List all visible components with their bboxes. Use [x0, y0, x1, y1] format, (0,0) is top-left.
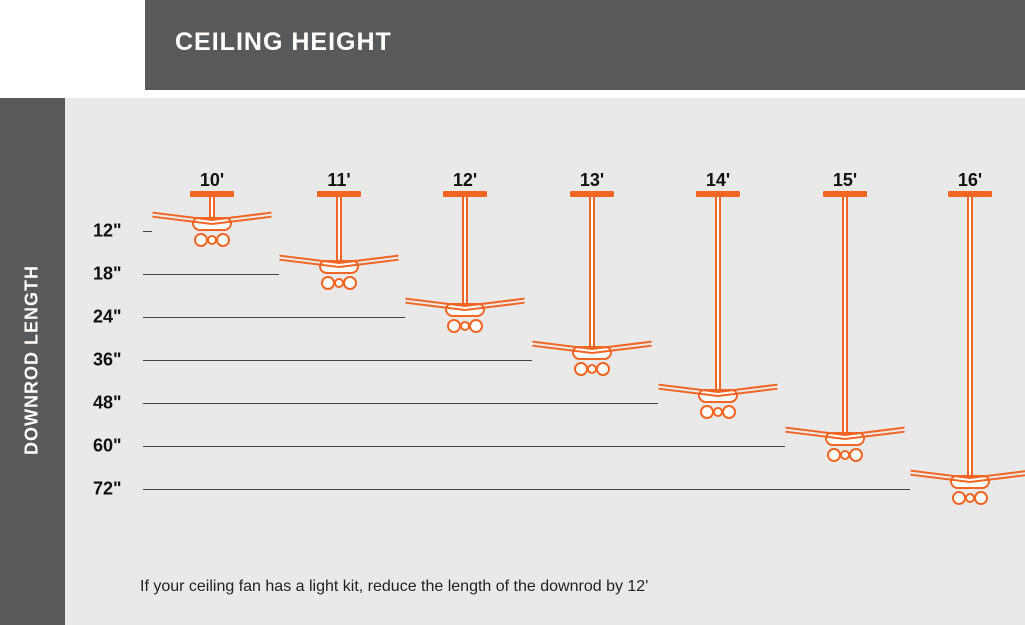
- fan-blade-left: [785, 431, 845, 440]
- fan-light-kit: [954, 489, 986, 503]
- fan-downrod: [589, 197, 595, 346]
- fan-icon: [527, 191, 657, 390]
- fan-light-kit: [323, 274, 355, 288]
- ceiling-height-label: 12': [453, 170, 477, 191]
- fan-icon: [905, 191, 1025, 519]
- fan-downrod: [715, 197, 721, 389]
- fan-blade-right: [718, 388, 778, 397]
- fan-downrod: [967, 197, 973, 475]
- downrod-row-line: [143, 274, 279, 275]
- downrod-row-label: 72": [93, 479, 122, 500]
- downrod-row-line: [143, 403, 658, 404]
- ceiling-height-label: 15': [833, 170, 857, 191]
- fan-light-kit: [449, 317, 481, 331]
- downrod-row-label: 12": [93, 221, 122, 242]
- fan-icon: [400, 191, 530, 347]
- fan-blade-left: [152, 216, 212, 225]
- downrod-chart: CEILING HEIGHT DOWNROD LENGTH If your ce…: [0, 0, 1025, 625]
- fan-icon: [274, 191, 404, 304]
- fan-downrod: [842, 197, 848, 432]
- fan-blade-right: [845, 431, 905, 440]
- fan-icon: [653, 191, 783, 433]
- ceiling-height-label: 16': [958, 170, 982, 191]
- top-axis-title: CEILING HEIGHT: [175, 28, 392, 57]
- fan-downrod: [336, 197, 342, 260]
- ceiling-height-label: 11': [327, 170, 350, 191]
- fan-light-kit: [576, 360, 608, 374]
- downrod-row-line: [143, 489, 910, 490]
- fan-blade-left: [910, 474, 970, 483]
- ceiling-height-label: 10': [200, 170, 224, 191]
- downrod-row-label: 48": [93, 393, 122, 414]
- fan-blade-left: [532, 345, 592, 354]
- header-gap: [145, 90, 1025, 98]
- ceiling-height-label: 14': [706, 170, 730, 191]
- downrod-row-label: 60": [93, 436, 122, 457]
- downrod-row-line: [143, 360, 532, 361]
- fan-blade-left: [405, 302, 465, 311]
- fan-light-kit: [702, 403, 734, 417]
- fan-downrod: [209, 197, 215, 217]
- fan-icon: [147, 191, 277, 261]
- downrod-row-label: 24": [93, 307, 122, 328]
- footnote-text: If your ceiling fan has a light kit, red…: [140, 578, 648, 596]
- fan-blade-right: [339, 259, 399, 268]
- fan-light-kit: [829, 446, 861, 460]
- downrod-row-label: 18": [93, 264, 122, 285]
- fan-icon: [780, 191, 910, 476]
- fan-light-kit: [196, 231, 228, 245]
- downrod-row-line: [143, 446, 785, 447]
- fan-downrod: [462, 197, 468, 303]
- fan-blade-right: [465, 302, 525, 311]
- fan-blade-right: [970, 474, 1025, 483]
- fan-blade-left: [279, 259, 339, 268]
- downrod-row-label: 36": [93, 350, 122, 371]
- fan-blade-right: [212, 216, 272, 225]
- fan-blade-left: [658, 388, 718, 397]
- downrod-row-line: [143, 317, 405, 318]
- fan-blade-right: [592, 345, 652, 354]
- plot-area: If your ceiling fan has a light kit, red…: [65, 98, 1025, 625]
- left-axis-title: DOWNROD LENGTH: [22, 265, 43, 455]
- ceiling-height-label: 13': [580, 170, 604, 191]
